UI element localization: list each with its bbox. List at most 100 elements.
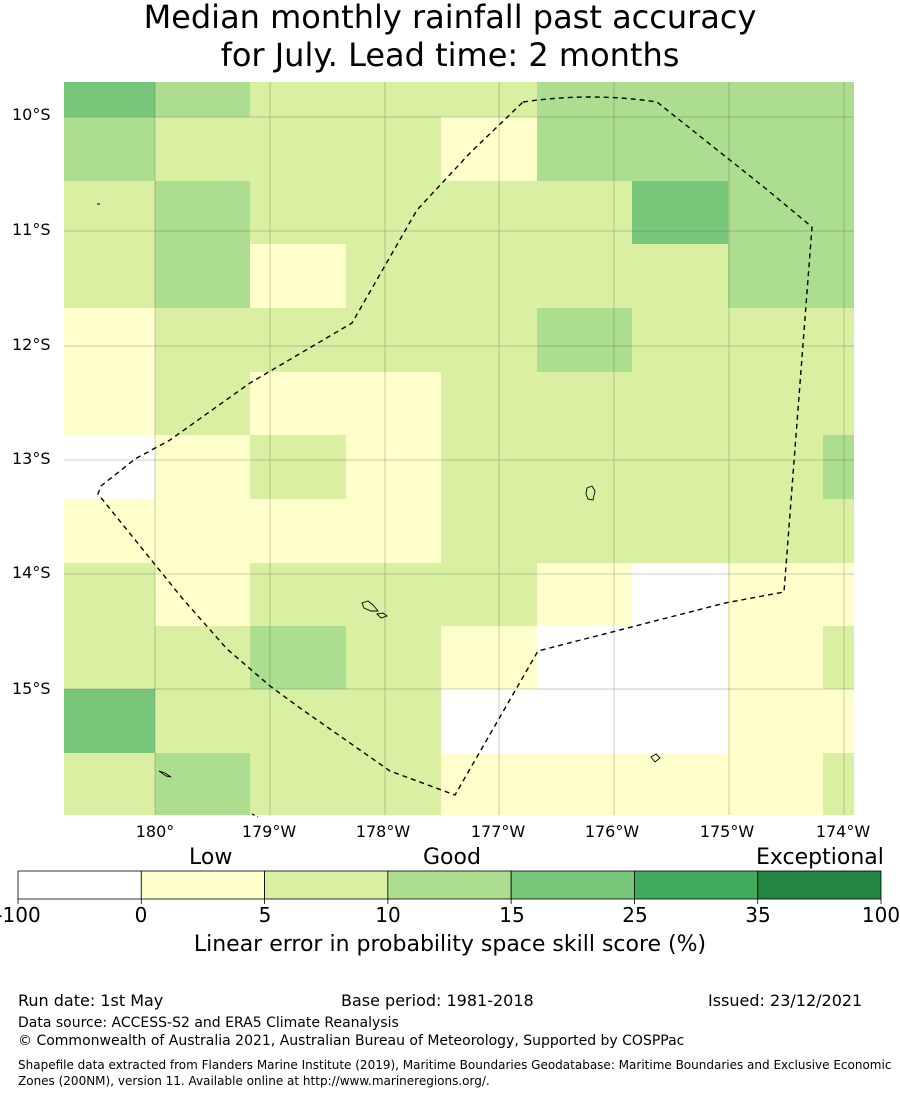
- skill-cell: [728, 82, 823, 117]
- colorbar-label-good: Good: [423, 845, 481, 870]
- lat-label-13s: 13°S: [12, 449, 51, 468]
- skill-cell: [155, 181, 250, 244]
- skill-cell: [250, 117, 346, 181]
- skill-cell: [537, 308, 632, 372]
- eez-boundary-tail: [251, 813, 259, 818]
- colorbar-tick: -100: [0, 903, 41, 927]
- lat-label-10s: 10°S: [12, 105, 51, 124]
- skill-cell: [823, 753, 854, 815]
- skill-cell: [537, 181, 632, 244]
- lat-label-14s: 14°S: [12, 563, 51, 582]
- colorbar-label-low: Low: [189, 845, 233, 870]
- skill-cell: [64, 181, 155, 244]
- skill-cell: [537, 117, 632, 181]
- issued-date: Issued: 23/12/2021: [708, 991, 863, 1010]
- skill-cell: [64, 499, 155, 563]
- skill-cell: [250, 372, 346, 435]
- skill-cell: [441, 82, 537, 117]
- skill-cell: [155, 372, 250, 435]
- colorbar-title: Linear error in probability space skill …: [193, 932, 707, 957]
- skill-cell: [346, 308, 441, 372]
- skill-cell: [64, 308, 155, 372]
- skill-cell: [346, 82, 441, 117]
- skill-cell: [155, 689, 250, 753]
- skill-cell: [250, 308, 346, 372]
- skill-cell: [250, 626, 346, 689]
- base-period: Base period: 1981-2018: [341, 991, 534, 1010]
- colorbar: [17, 870, 882, 904]
- skill-grid-cells: [64, 82, 854, 815]
- colorbar-tick: 10: [375, 903, 401, 927]
- lon-label-180: 180°: [135, 822, 175, 841]
- skill-cell: [632, 244, 728, 308]
- skill-cell: [346, 435, 441, 499]
- map-title-line-1: Median monthly rainfall past accuracy: [143, 0, 757, 36]
- island-outline: [376, 612, 388, 619]
- skill-cell: [632, 563, 728, 626]
- skill-cell: [823, 308, 854, 372]
- skill-cell: [155, 435, 250, 499]
- skill-cell: [728, 308, 823, 372]
- shapefile-credit: Shapefile data extracted from Flanders M…: [18, 1058, 892, 1088]
- colorbar-segment: [510, 870, 635, 900]
- skill-cell: [728, 563, 823, 626]
- skill-cell: [728, 689, 823, 753]
- skill-cell: [441, 372, 537, 435]
- skill-cell: [64, 753, 155, 815]
- skill-cell: [823, 117, 854, 181]
- copyright: © Commonwealth of Australia 2021, Austra…: [18, 1033, 685, 1049]
- colorbar-segment: [634, 870, 759, 900]
- lat-label-12s: 12°S: [12, 335, 51, 354]
- map-title-line-2: for July. Lead time: 2 months: [220, 36, 680, 74]
- skill-cell: [64, 563, 155, 626]
- skill-cell: [250, 82, 346, 117]
- skill-cell: [441, 499, 537, 563]
- skill-cell: [64, 435, 155, 499]
- lon-label-174w: 174°W: [815, 822, 871, 841]
- skill-cell: [250, 435, 346, 499]
- skill-cell: [823, 689, 854, 753]
- skill-cell: [632, 499, 728, 563]
- colorbar-segment: [757, 870, 882, 900]
- skill-cell: [64, 244, 155, 308]
- skill-cell: [155, 753, 250, 815]
- skill-cell: [537, 372, 632, 435]
- skill-cell: [632, 82, 728, 117]
- island-outline: [650, 753, 661, 763]
- colorbar-tick: 25: [622, 903, 648, 927]
- skill-cell: [250, 244, 346, 308]
- skill-cell: [155, 308, 250, 372]
- skill-cell: [537, 563, 632, 626]
- lon-label-177w: 177°W: [470, 822, 526, 841]
- island-outline: [158, 770, 172, 778]
- colorbar-tick: 5: [258, 903, 272, 927]
- skill-cell: [441, 244, 537, 308]
- skill-cell: [250, 753, 346, 815]
- skill-cell: [728, 117, 823, 181]
- colorbar-label-exceptional: Exceptional: [756, 845, 884, 870]
- skill-cell: [346, 689, 441, 753]
- skill-cell: [728, 435, 823, 499]
- skill-cell: [537, 244, 632, 308]
- skill-cell: [441, 626, 537, 689]
- skill-cell: [728, 181, 823, 244]
- skill-cell: [632, 117, 728, 181]
- data-source: Data source: ACCESS-S2 and ERA5 Climate …: [18, 1015, 399, 1031]
- skill-cell: [537, 689, 632, 753]
- skill-cell: [64, 626, 155, 689]
- skill-cell: [632, 626, 728, 689]
- skill-cell: [155, 117, 250, 181]
- island-outline: [361, 600, 379, 612]
- skill-cell: [155, 244, 250, 308]
- skill-cell: [155, 563, 250, 626]
- skill-cell: [346, 244, 441, 308]
- skill-cell: [155, 626, 250, 689]
- colorbar-tick: 15: [499, 903, 525, 927]
- skill-cell: [728, 753, 823, 815]
- skill-cell: [728, 499, 823, 563]
- colorbar-segment: [387, 870, 512, 900]
- skill-cell: [632, 372, 728, 435]
- lat-label-15s: 15°S: [12, 679, 51, 698]
- skill-cell: [632, 753, 728, 815]
